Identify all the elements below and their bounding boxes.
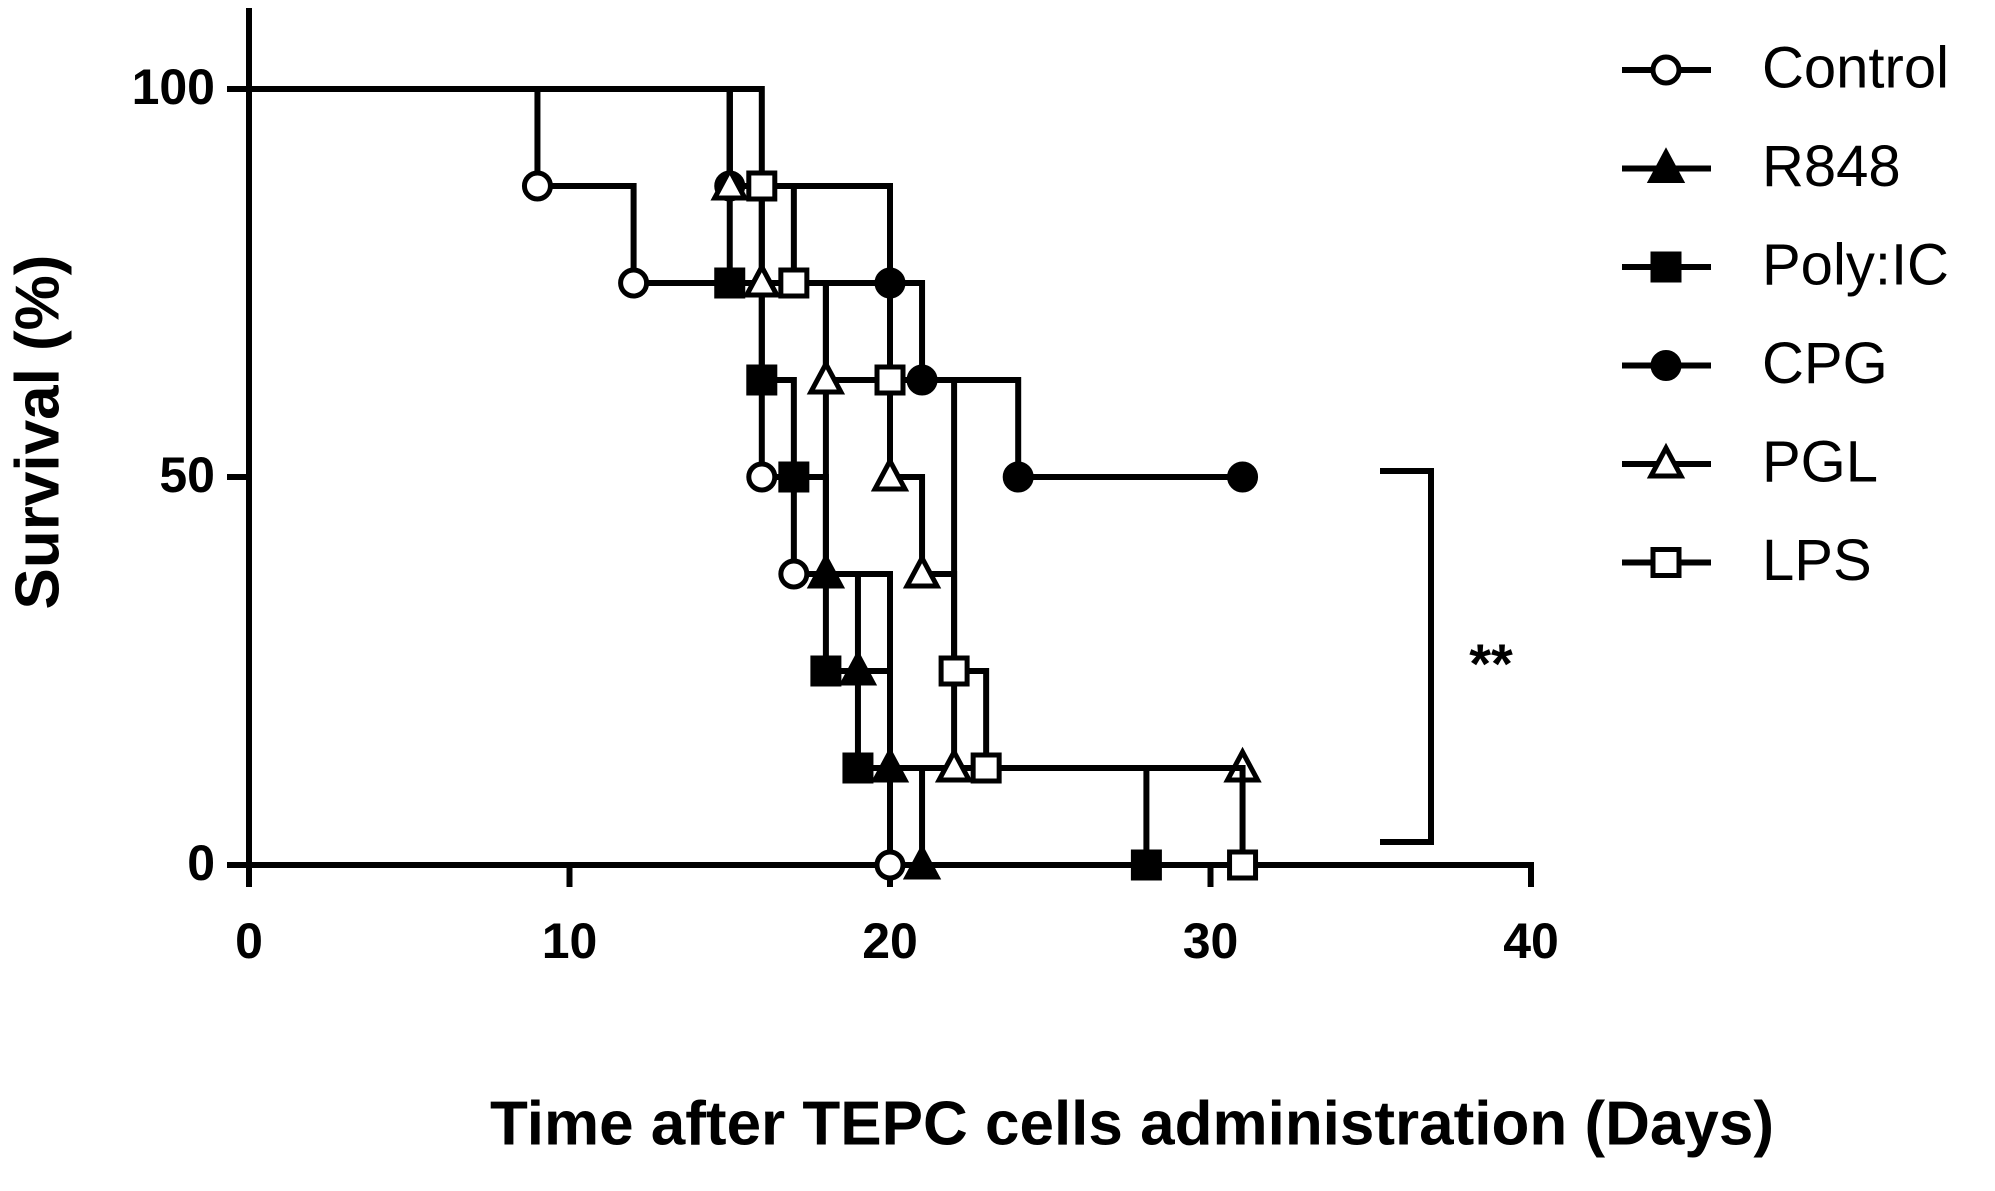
- marker: [521, 170, 553, 202]
- marker: [806, 358, 846, 395]
- legend-label: LPS: [1762, 528, 1872, 593]
- marker: [874, 364, 906, 396]
- survival-step: [890, 474, 926, 574]
- legend-label: Poly:IC: [1762, 232, 1949, 297]
- y-tick-label: 50: [159, 447, 215, 503]
- marker: [778, 267, 810, 299]
- legend-label: CPG: [1762, 331, 1888, 396]
- x-tick-label: 20: [862, 913, 918, 969]
- significance-label: **: [1469, 632, 1513, 695]
- legend-label: PGL: [1762, 429, 1878, 494]
- survival-step: [249, 86, 733, 186]
- survival-step: [537, 183, 637, 283]
- marker: [778, 461, 810, 493]
- marker: [714, 267, 746, 299]
- y-tick-label: 0: [187, 835, 215, 891]
- legend-marker: [1650, 547, 1682, 578]
- marker: [938, 655, 970, 687]
- marker: [810, 655, 842, 687]
- survival-step: [793, 571, 893, 865]
- marker: [1227, 849, 1259, 881]
- marker: [1130, 849, 1162, 881]
- marker: [870, 455, 910, 492]
- marker: [902, 552, 942, 589]
- y-tick-label: 100: [132, 59, 215, 115]
- survival-step: [249, 86, 733, 186]
- y-axis-title: Survival (%): [3, 255, 72, 610]
- survival-step: [857, 765, 1150, 865]
- marker: [934, 746, 974, 783]
- legend-label: R848: [1762, 134, 1901, 199]
- survival-step: [793, 280, 893, 380]
- legend-marker: [1650, 54, 1682, 86]
- marker: [1227, 461, 1259, 493]
- series: [249, 86, 942, 880]
- legend-marker: [1646, 442, 1686, 479]
- marker: [842, 752, 874, 784]
- marker: [746, 461, 778, 493]
- marker: [618, 267, 650, 299]
- legend-marker: [1646, 147, 1686, 183]
- survival-step: [890, 377, 958, 671]
- survival-step: [922, 377, 1022, 477]
- marker: [746, 170, 778, 202]
- marker: [778, 558, 810, 590]
- marker: [970, 752, 1002, 784]
- survival-step: [249, 86, 733, 186]
- legend-marker: [1650, 251, 1682, 283]
- marker: [902, 843, 942, 880]
- marker: [742, 261, 781, 298]
- legend-label: Control: [1762, 35, 1949, 100]
- survival-step: [249, 86, 541, 186]
- x-tick-label: 40: [1503, 913, 1559, 969]
- x-tick-label: 30: [1183, 913, 1239, 969]
- x-axis-title: Time after TEPC cells administration (Da…: [490, 1089, 1774, 1158]
- significance-bracket: [1380, 468, 1434, 845]
- marker: [874, 849, 906, 881]
- x-tick-label: 0: [235, 913, 263, 969]
- marker: [746, 364, 778, 396]
- series: [249, 86, 1259, 881]
- survival-step: [633, 280, 765, 477]
- marker: [710, 164, 749, 201]
- marker: [1002, 461, 1034, 493]
- legend-marker: [1650, 350, 1682, 381]
- survival-step: [986, 765, 1246, 865]
- survival-step: [249, 86, 765, 186]
- survival-step: [249, 86, 733, 283]
- x-tick-label: 10: [542, 913, 598, 969]
